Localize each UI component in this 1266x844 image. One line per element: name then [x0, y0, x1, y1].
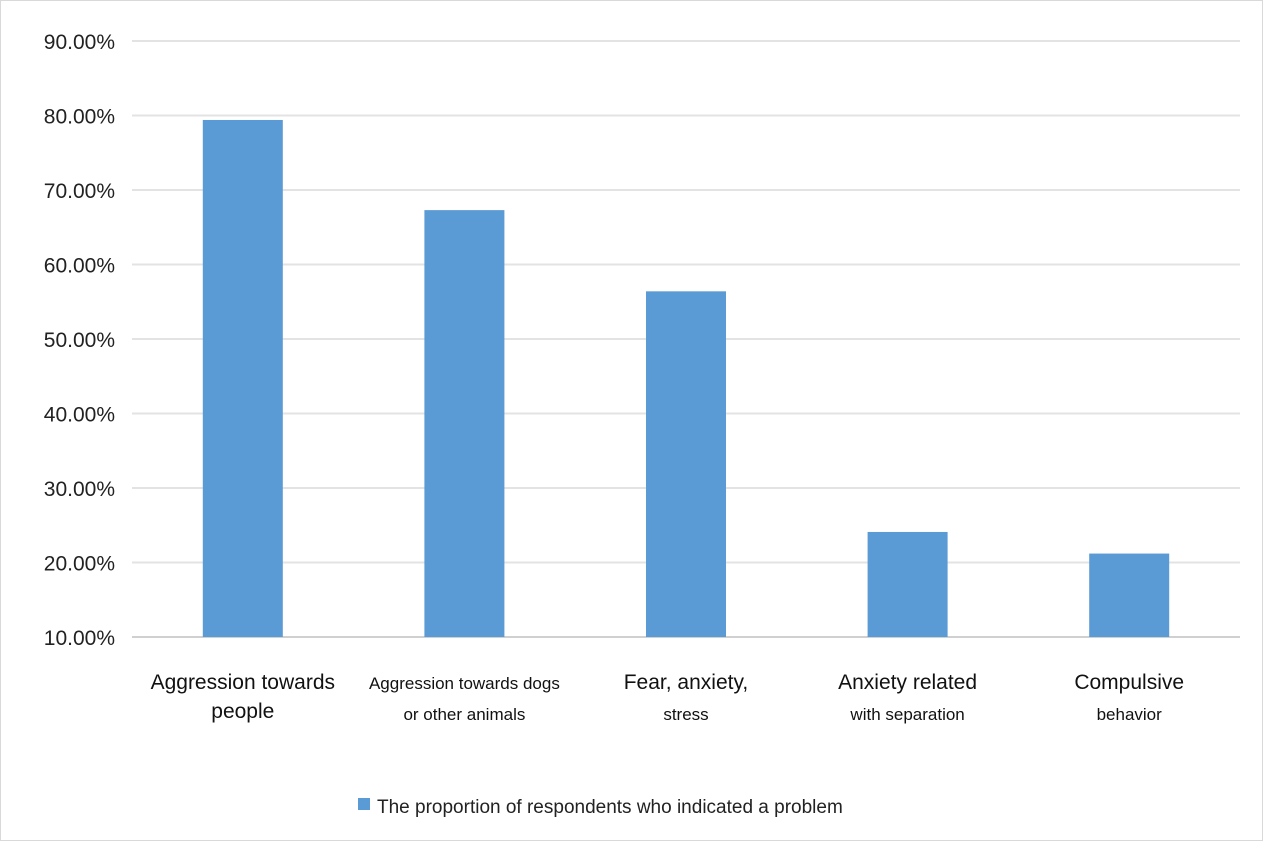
x-category-label: Aggression towards — [151, 671, 335, 694]
legend-label: The proportion of respondents who indica… — [377, 797, 843, 818]
x-category-label-line2: or other animals — [403, 705, 525, 724]
legend-swatch — [358, 798, 370, 810]
x-category-label-line2: stress — [663, 705, 708, 724]
y-tick-label: 40.00% — [44, 404, 115, 427]
bar — [1089, 553, 1170, 637]
x-category-label: Aggression towards dogs — [369, 674, 560, 693]
y-tick-label: 60.00% — [44, 255, 115, 278]
y-tick-label: 70.00% — [44, 180, 115, 203]
x-category-label-line2: with separation — [849, 705, 964, 724]
y-tick-label: 90.00% — [44, 31, 115, 54]
x-category-label-line2: behavior — [1097, 705, 1163, 724]
y-tick-label: 20.00% — [44, 553, 115, 576]
y-tick-label: 30.00% — [44, 478, 115, 501]
y-tick-label: 50.00% — [44, 329, 115, 352]
x-category-label: Compulsive — [1074, 671, 1184, 694]
x-category-label-line2: people — [211, 700, 274, 723]
y-tick-label: 10.00% — [44, 627, 115, 650]
x-category-label: Fear, anxiety, — [624, 671, 749, 694]
bar — [202, 119, 283, 638]
y-tick-label: 80.00% — [44, 106, 115, 129]
bar — [646, 291, 726, 637]
bar — [424, 210, 505, 638]
bar — [867, 531, 948, 637]
x-category-label: Anxiety related — [838, 671, 977, 694]
